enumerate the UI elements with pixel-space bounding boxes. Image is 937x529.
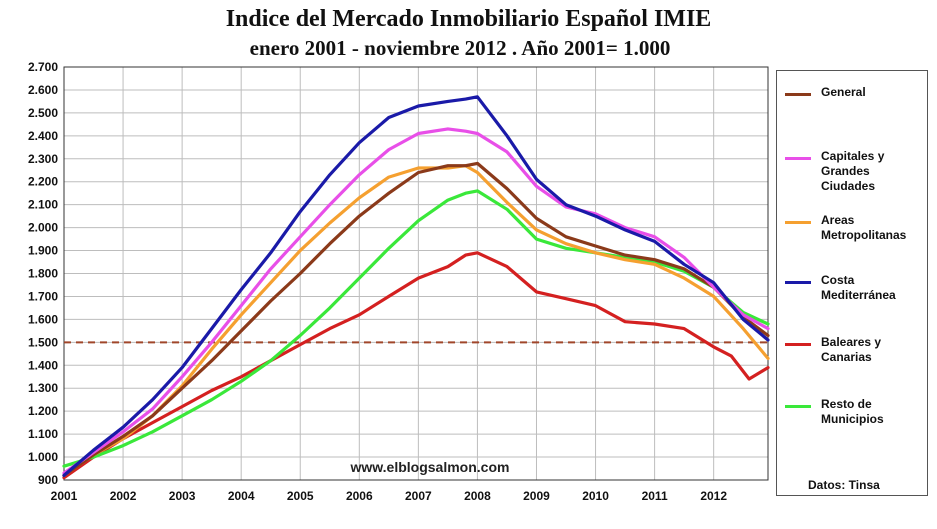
series-line-costa: [62, 95, 770, 477]
y-tick-label: 1.100: [28, 427, 58, 441]
y-tick-label: 2.400: [28, 129, 58, 143]
x-tick-label: 2003: [169, 489, 196, 503]
legend-label-resto-line2: Municipios: [821, 412, 884, 426]
legend-swatch-costa: [785, 281, 811, 284]
y-tick-label: 2.500: [28, 106, 58, 120]
chart-title: Indice del Mercado Inmobiliario Español …: [225, 6, 712, 32]
y-tick-label: 2.000: [28, 221, 58, 235]
legend-label-resto: Resto de Municipios: [821, 397, 884, 427]
y-tick-label: 1.900: [28, 244, 58, 258]
legend-label-costa: Costa Mediterránea: [821, 273, 896, 303]
y-tick-label: 1.800: [28, 267, 58, 281]
y-tick-label: 900: [38, 473, 58, 487]
series-line-general: [62, 161, 770, 477]
legend-label-capitales-line1: Capitales y: [821, 149, 885, 163]
chart-subtitle: enero 2001 - noviembre 2012 . Año 2001= …: [249, 36, 671, 60]
legend-label-baleares-line2: Canarias: [821, 350, 872, 364]
y-tick-label: 2.600: [28, 83, 58, 97]
legend-label-general: General: [821, 85, 866, 99]
y-tick-label: 1.500: [28, 335, 58, 349]
legend-label-baleares-line1: Baleares y: [821, 335, 882, 349]
legend-label-costa-line2: Mediterránea: [821, 288, 896, 302]
legend-swatch-general: [785, 93, 811, 96]
watermark: www.elblogsalmon.com: [350, 459, 510, 475]
x-tick-label: 2012: [700, 489, 727, 503]
legend-swatch-resto: [785, 405, 811, 408]
legend-label-capitales-line2: Grandes: [821, 164, 870, 178]
y-tick-label: 1.200: [28, 404, 58, 418]
y-tick-label: 2.700: [28, 60, 58, 74]
legend-swatch-baleares: [785, 343, 811, 346]
legend-label-resto-line1: Resto de: [821, 397, 872, 411]
x-tick-label: 2006: [346, 489, 373, 503]
legend: General Capitales y Grandes Ciudades Are…: [776, 70, 928, 496]
legend-label-areas-line1: Areas: [821, 213, 855, 227]
legend-label-areas-line2: Metropolitanas: [821, 228, 907, 242]
y-tick-label: 1.700: [28, 289, 58, 303]
legend-label-costa-line1: Costa: [821, 273, 855, 287]
legend-label-baleares: Baleares y Canarias: [821, 335, 881, 365]
x-tick-label: 2011: [642, 489, 668, 503]
x-tick-label: 2005: [287, 489, 314, 503]
x-tick-label: 2009: [523, 489, 550, 503]
legend-label-capitales-line3: Ciudades: [821, 179, 876, 193]
y-tick-label: 1.300: [28, 381, 58, 395]
series-line-resto: [62, 189, 770, 468]
x-tick-label: 2004: [228, 489, 255, 503]
legend-label-areas: Areas Metropolitanas: [821, 213, 906, 243]
x-tick-label: 2007: [405, 489, 432, 503]
legend-label-capitales: Capitales y Grandes Ciudades: [821, 149, 884, 194]
x-tick-label: 2008: [464, 489, 491, 503]
y-tick-label: 1.400: [28, 358, 58, 372]
y-tick-label: 2.100: [28, 198, 58, 212]
y-tick-label: 1.600: [28, 312, 58, 326]
x-tick-label: 2002: [110, 489, 137, 503]
y-tick-label: 2.300: [28, 152, 58, 166]
legend-swatch-areas: [785, 221, 811, 224]
x-tick-label: 2010: [582, 489, 609, 503]
data-source: Datos: Tinsa: [808, 478, 880, 492]
y-tick-label: 1.000: [28, 450, 58, 464]
y-tick-label: 2.200: [28, 175, 58, 189]
series-line-capitales: [62, 127, 770, 475]
x-tick-label: 2001: [51, 489, 78, 503]
series-line-baleares: [62, 251, 770, 480]
plot-frame: [63, 66, 769, 481]
legend-swatch-capitales: [785, 157, 811, 160]
